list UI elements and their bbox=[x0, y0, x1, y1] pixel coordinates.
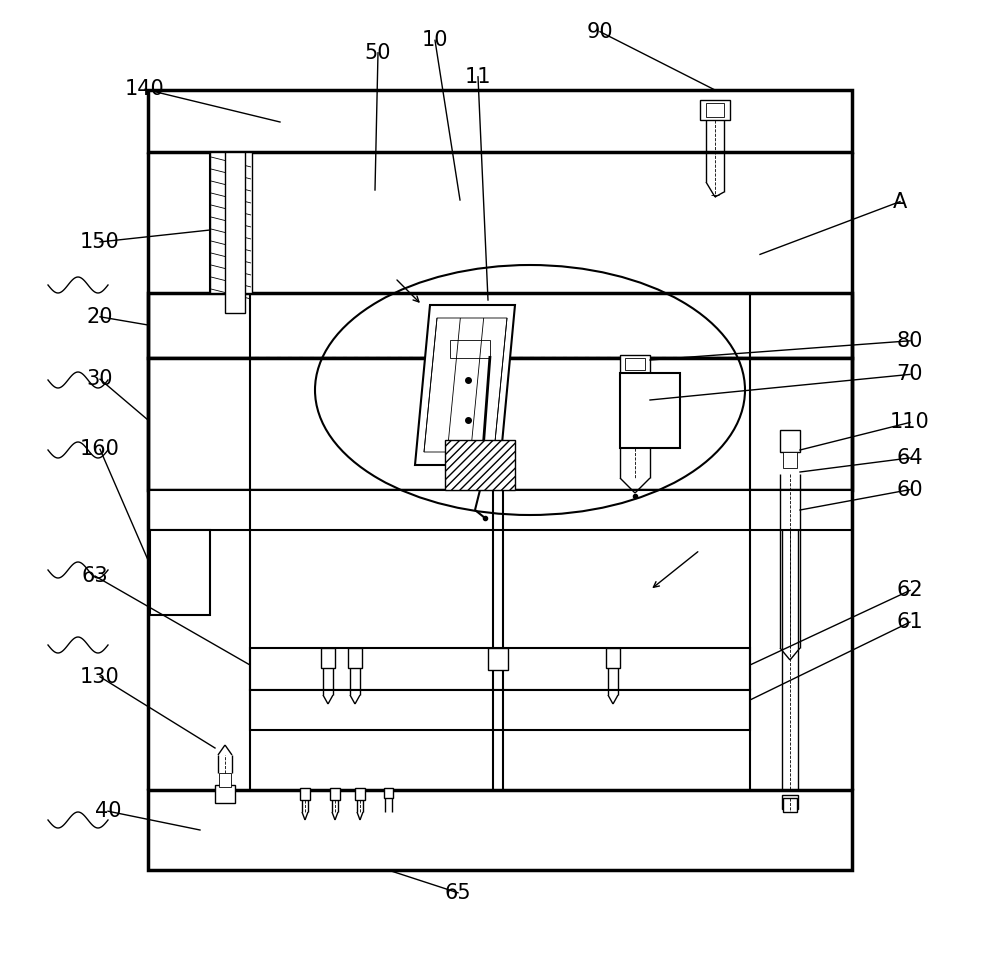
Bar bbox=[783, 452, 797, 468]
Text: 130: 130 bbox=[80, 667, 120, 686]
Bar bbox=[620, 355, 650, 373]
Bar bbox=[445, 440, 515, 490]
Text: 80: 80 bbox=[897, 331, 923, 350]
Text: 64: 64 bbox=[897, 448, 923, 468]
Text: 62: 62 bbox=[897, 581, 923, 600]
Bar bbox=[355, 788, 365, 800]
Bar bbox=[782, 795, 798, 809]
Text: 40: 40 bbox=[95, 802, 121, 821]
Bar bbox=[300, 788, 310, 800]
Text: 10: 10 bbox=[422, 31, 448, 50]
Bar bbox=[225, 152, 245, 313]
Text: 140: 140 bbox=[125, 80, 165, 99]
Text: 11: 11 bbox=[465, 67, 491, 86]
Bar bbox=[620, 373, 680, 448]
Text: 150: 150 bbox=[80, 232, 120, 252]
Text: 63: 63 bbox=[82, 566, 108, 586]
Bar bbox=[384, 788, 393, 798]
Bar bbox=[148, 358, 852, 490]
Text: 61: 61 bbox=[897, 612, 923, 632]
Bar bbox=[148, 293, 852, 358]
Bar bbox=[330, 788, 340, 800]
Text: 20: 20 bbox=[87, 307, 113, 326]
Text: 60: 60 bbox=[897, 480, 923, 499]
Bar bbox=[250, 690, 750, 730]
Text: 65: 65 bbox=[445, 883, 471, 902]
Text: 90: 90 bbox=[587, 22, 613, 41]
Bar bbox=[780, 430, 800, 452]
Text: 160: 160 bbox=[80, 440, 120, 459]
Bar bbox=[606, 648, 620, 668]
Bar bbox=[148, 490, 852, 530]
Bar bbox=[250, 648, 750, 690]
Text: 50: 50 bbox=[365, 43, 391, 62]
Bar bbox=[148, 790, 852, 870]
Bar bbox=[348, 648, 362, 668]
Text: 110: 110 bbox=[890, 413, 930, 432]
Bar bbox=[625, 358, 645, 370]
Bar bbox=[450, 340, 490, 358]
Bar bbox=[219, 773, 231, 787]
Bar bbox=[210, 152, 252, 293]
Bar bbox=[488, 648, 508, 670]
Bar bbox=[706, 103, 724, 117]
Text: A: A bbox=[893, 192, 907, 211]
Bar bbox=[700, 100, 730, 120]
Bar bbox=[783, 798, 797, 812]
Bar bbox=[321, 648, 335, 668]
Text: 70: 70 bbox=[897, 365, 923, 384]
Bar bbox=[215, 785, 235, 803]
Text: 30: 30 bbox=[87, 370, 113, 389]
Polygon shape bbox=[415, 305, 515, 465]
Bar bbox=[150, 530, 210, 615]
Bar bbox=[148, 90, 852, 152]
